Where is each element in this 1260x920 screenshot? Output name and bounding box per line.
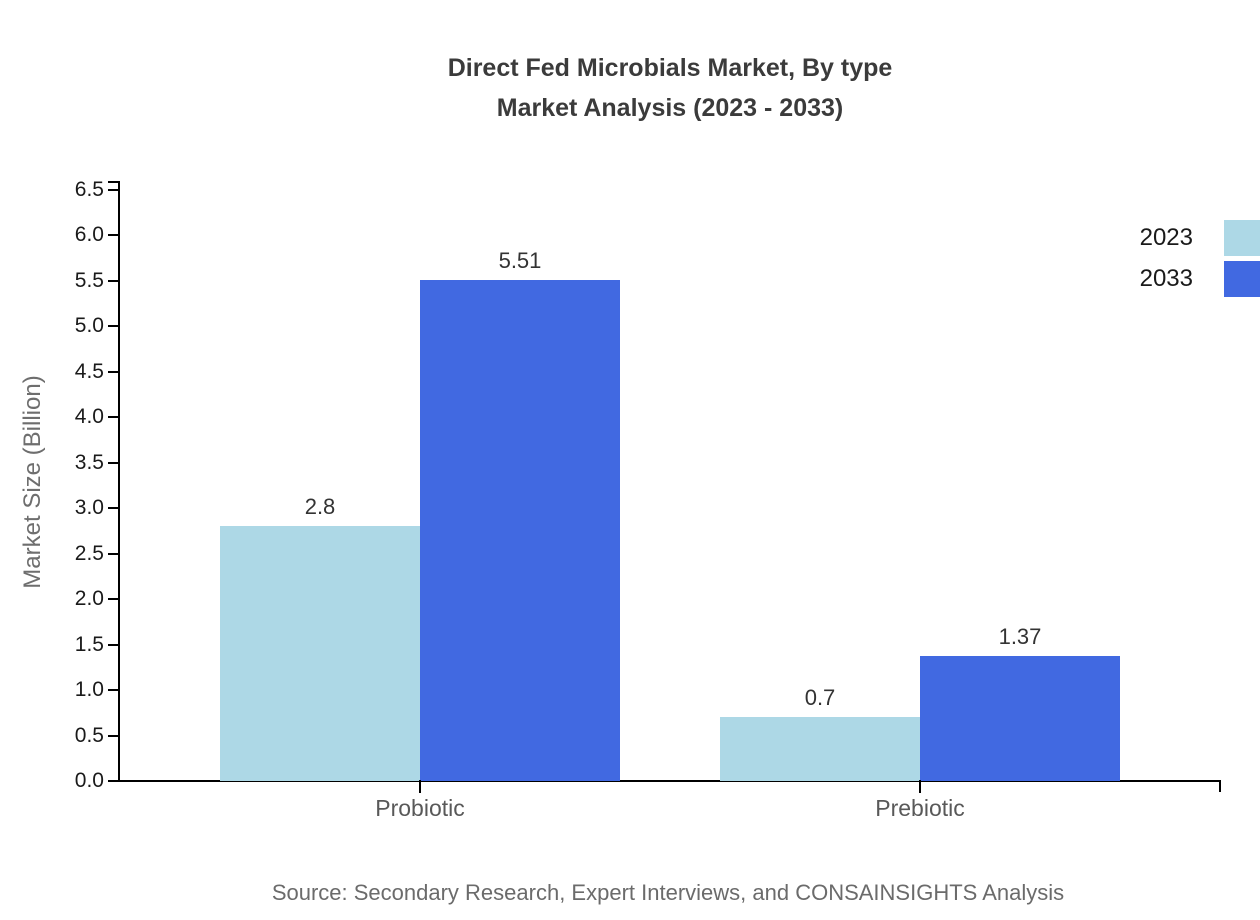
source-attribution: Source: Secondary Research, Expert Inter… [271,880,1065,905]
y-axis-tick [108,325,120,328]
y-axis-tick-label: 1.0 [74,678,104,702]
legend-row: 2033 [1093,261,1260,297]
y-axis-tick [108,234,120,237]
legend-row: 2023 [1093,220,1260,256]
x-axis-end-cap [1219,780,1221,792]
y-axis-tick [108,416,120,419]
y-axis-tick-label: 5.5 [74,268,104,292]
bar-2023-prebiotic [720,717,920,781]
x-axis-line [118,780,1221,782]
y-axis-tick-label: 6.5 [74,178,104,201]
y-axis-tick [108,689,120,692]
y-axis-line [118,181,120,782]
y-axis-tick-label: 3.5 [74,450,104,474]
legend-swatch [1224,220,1260,256]
x-axis-tick [919,780,921,793]
y-axis-tick-label: 0.5 [74,723,104,747]
chart-title-line1: Direct Fed Microbials Market, By type [447,54,893,82]
bar-value-label: 0.7 [804,685,836,711]
y-axis-tick-label: 1.5 [74,632,104,656]
legend-swatch [1224,261,1260,297]
y-axis-tick [108,780,120,782]
x-axis-category-label: Prebiotic [875,795,965,821]
y-axis-tick [108,552,120,555]
y-axis-tick-label: 2.0 [74,587,104,611]
y-axis-tick [108,189,120,191]
y-axis-tick [108,643,120,646]
y-axis-tick-label: 4.0 [74,405,104,429]
legend: 2023 2033 [1093,220,1260,302]
chart-title: Direct Fed Microbials Market, By type Ma… [120,48,1220,128]
chart-title-line2: Market Analysis (2023 - 2033) [496,94,844,122]
bar-2033-probiotic [420,280,620,781]
y-axis-tick [108,279,120,282]
y-axis-tick [108,598,120,601]
bar-2023-probiotic [220,526,420,781]
y-axis-tick [108,507,120,510]
legend-label: 2033 [1139,265,1193,292]
y-axis-tick-label: 5.0 [74,314,104,338]
y-axis-tick-label: 0.0 [74,769,104,792]
y-axis-tick [108,370,120,373]
bar-value-label: 1.37 [998,624,1042,650]
y-axis-top-cap [108,181,120,183]
y-axis-tick-label: 6.0 [74,223,104,247]
y-axis-tick [108,734,120,737]
y-axis-tick-label: 3.0 [74,496,104,520]
y-axis-tick-label: 2.5 [74,541,104,565]
x-axis-category-label: Probiotic [375,795,465,821]
y-axis-tick [108,461,120,464]
bar-value-label: 5.51 [498,248,542,273]
y-axis-tick-label: 4.5 [74,359,104,383]
x-axis-tick [419,780,421,793]
bar-value-label: 2.8 [304,494,336,520]
legend-label: 2023 [1139,224,1193,251]
bar-2033-prebiotic [920,656,1120,781]
